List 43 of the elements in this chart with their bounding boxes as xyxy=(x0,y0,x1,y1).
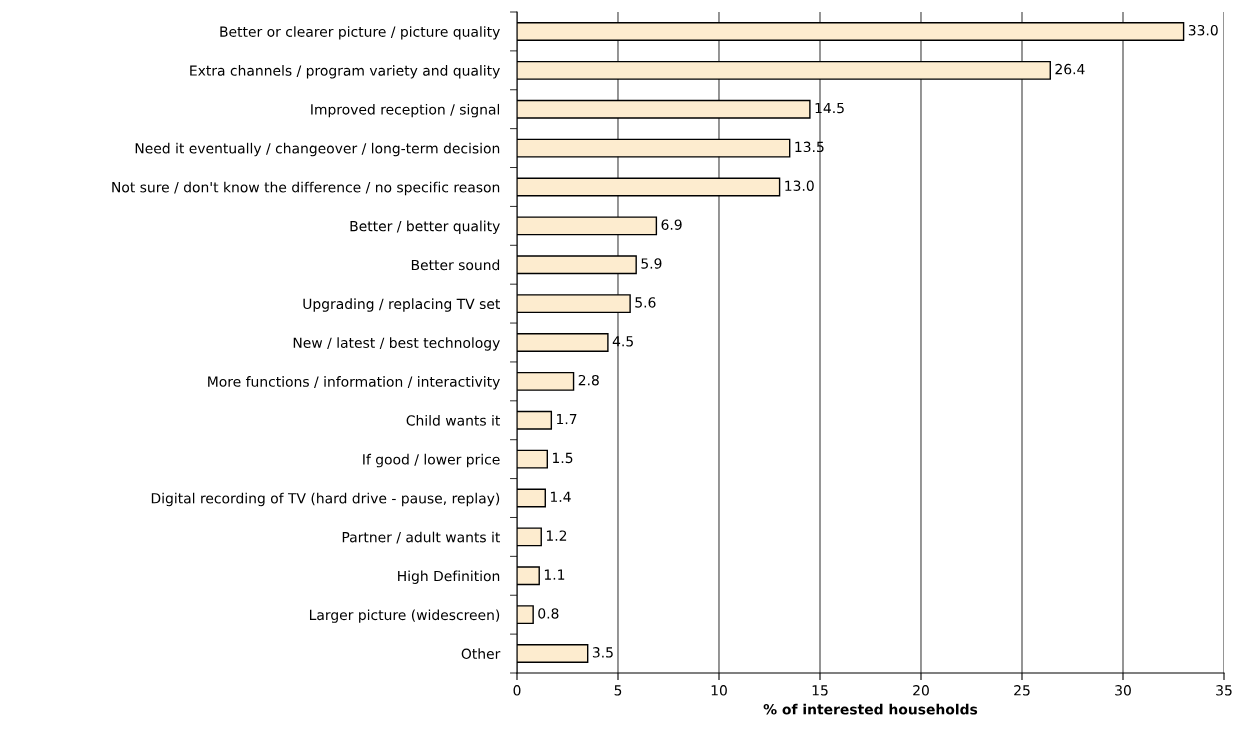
x-tick-label: 0 xyxy=(513,685,521,696)
y-tick-label: New / latest / best technology xyxy=(293,337,500,351)
y-tick-label: Child wants it xyxy=(406,414,501,426)
x-tick-label: 35 xyxy=(1216,685,1232,696)
y-tick-label: High Definition xyxy=(398,570,500,584)
x-tick-label: 20 xyxy=(913,685,929,696)
data-label: 5.6 xyxy=(635,297,656,308)
y-tick-label: More functions / information / interactivity xyxy=(208,376,500,390)
y-tick-label: Other xyxy=(461,648,501,660)
x-tick-label: 25 xyxy=(1014,685,1030,696)
y-tick-label: Not sure / don't know the difference / no specific reason xyxy=(112,181,500,196)
x-tick-label: 30 xyxy=(1115,685,1131,696)
data-label: 13.5 xyxy=(795,141,824,153)
data-label: 1.5 xyxy=(552,452,573,464)
y-tick-label: Extra channels / program variety and quality xyxy=(190,65,500,79)
y-tick-label: Better / better quality xyxy=(350,220,500,235)
data-label: 1.4 xyxy=(550,491,571,502)
data-label: 5.9 xyxy=(641,258,662,269)
y-tick-label: Upgrading / replacing TV set xyxy=(303,298,500,312)
data-label: 6.9 xyxy=(661,219,682,230)
y-tick-label: Improved reception / signal xyxy=(311,103,500,118)
y-tick-label: Better sound xyxy=(411,259,500,271)
y-tick-label: Digital recording of TV (hard drive - pause, replay) xyxy=(151,492,500,507)
data-label: 2.8 xyxy=(578,374,599,386)
data-label: 26.4 xyxy=(1055,63,1085,75)
data-label: 3.5 xyxy=(592,647,613,658)
data-label: 1.1 xyxy=(544,569,565,580)
data-label: 13.0 xyxy=(785,180,814,191)
y-tick-label: Larger picture (widescreen) xyxy=(309,609,500,623)
data-label: 33.0 xyxy=(1188,24,1218,36)
y-tick-label: Need it eventually / changeover / long-term decision xyxy=(135,142,500,157)
data-label: 1.2 xyxy=(546,530,567,541)
data-label: 4.5 xyxy=(612,336,633,347)
x-tick-label: 10 xyxy=(711,685,727,696)
y-tick-label: Better or clearer picture / picture quality xyxy=(220,26,500,40)
y-tick-label: If good / lower price xyxy=(363,453,500,468)
x-tick-label: 5 xyxy=(614,685,622,696)
x-tick-label: 15 xyxy=(812,685,828,696)
data-label: 1.7 xyxy=(557,413,577,425)
y-tick-label: Partner / adult wants it xyxy=(342,531,501,544)
data-label: 0.8 xyxy=(538,608,559,619)
data-label: 14.5 xyxy=(815,102,844,114)
x-axis-title: % of interested households xyxy=(763,703,978,715)
